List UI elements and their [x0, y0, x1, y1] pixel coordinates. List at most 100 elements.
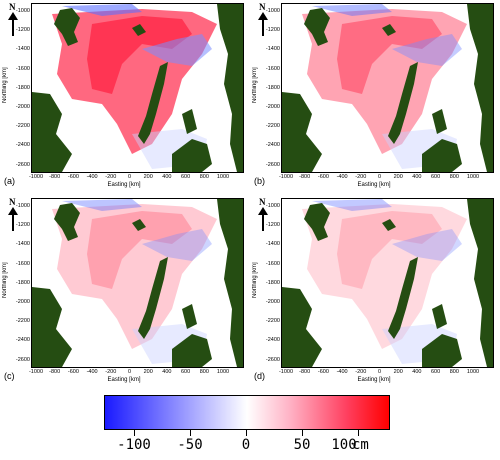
x-tick-label: -1000	[28, 174, 44, 180]
y-tick-label: -1800	[15, 84, 30, 91]
colorbar-tick	[302, 430, 303, 436]
y-tick-label: -1400	[265, 46, 280, 53]
north-arrow: N	[6, 197, 20, 233]
north-label: N	[9, 197, 16, 207]
y-tick-label: -2600	[15, 161, 30, 168]
map-panel: N Northing [km] -1000 -1200 -1400 -1600 -1800…	[0, 0, 248, 190]
y-tick-label: -2600	[265, 356, 280, 363]
map-canvas	[32, 4, 243, 172]
x-tick-label: 400	[412, 369, 422, 375]
x-tick-label: -600	[67, 174, 79, 180]
y-tick-label: -1400	[265, 241, 280, 248]
land-greenland-east	[217, 4, 243, 172]
x-tick-label: -1000	[278, 174, 294, 180]
land-scandinavia	[282, 92, 322, 172]
land-scandinavia	[32, 92, 72, 172]
y-tick-label: -2400	[15, 337, 30, 344]
x-tick-label: -800	[299, 174, 311, 180]
x-tick-label: 600	[181, 174, 191, 180]
x-tick-label: 200	[143, 174, 153, 180]
colorbar-tick	[190, 430, 191, 436]
y-tick-label: -1600	[15, 260, 30, 267]
x-tick-label: 1000	[466, 174, 480, 180]
colorbar-tick	[134, 430, 135, 436]
north-label: N	[259, 2, 266, 12]
north-arrow-icon	[8, 12, 18, 36]
north-arrow-icon	[258, 12, 268, 36]
x-tick-label: 600	[431, 369, 441, 375]
x-tick-label: 600	[181, 369, 191, 375]
x-tick-label: 200	[393, 369, 403, 375]
panel-label: (c)	[4, 371, 15, 381]
anomaly-negative-top	[62, 199, 142, 211]
anomaly-negative-top	[312, 199, 392, 211]
y-tick-label: -1600	[265, 65, 280, 72]
x-tick-label: -600	[67, 369, 79, 375]
anomaly-positive-core	[337, 16, 442, 94]
x-tick-label: -200	[105, 174, 117, 180]
x-tick-label: 0	[127, 369, 132, 375]
y-tick-label: -1200	[265, 27, 280, 34]
land-franz-josef	[382, 24, 396, 36]
y-tick-label: -1600	[15, 65, 30, 72]
anomaly-negative-region	[142, 34, 212, 66]
x-axis-label: Easting [km]	[357, 182, 391, 188]
x-tick-label: 0	[127, 174, 132, 180]
anomaly-positive-region	[302, 204, 467, 349]
colorbar-tick-label: -50	[177, 437, 203, 453]
land-greenland-east	[467, 199, 493, 367]
north-arrow-icon	[258, 207, 268, 231]
north-arrow: N	[256, 2, 270, 38]
x-tick-label: -200	[355, 369, 367, 375]
y-tick-label: -1200	[15, 27, 30, 34]
anomaly-positive-core	[87, 211, 192, 289]
x-tick-label: 400	[412, 174, 422, 180]
map-canvas	[32, 199, 243, 367]
land-novaya-zemlya	[388, 257, 418, 339]
y-tick-label: -2000	[15, 299, 30, 305]
colorbar-tick-label: 0	[241, 437, 251, 453]
north-arrow: N	[6, 2, 20, 38]
x-tick-label: 200	[393, 174, 403, 180]
x-tick-label: -200	[105, 369, 117, 375]
x-tick-label: 400	[162, 369, 172, 375]
land-greenland-east	[467, 4, 493, 172]
y-tick-label: -2000	[265, 104, 280, 110]
x-tick-label: -400	[86, 369, 98, 375]
y-tick-label: -2200	[265, 123, 280, 130]
colorbar-tick-label: -100	[117, 437, 151, 453]
y-tick-label: -2000	[15, 104, 30, 110]
x-tick-label: -200	[355, 174, 367, 180]
anomaly-negative-top	[62, 4, 142, 16]
map-frame	[31, 3, 244, 173]
x-tick-label: 800	[449, 174, 459, 180]
land-novaya-zemlya	[138, 62, 168, 144]
x-tick-label: 800	[199, 369, 209, 375]
y-tick-label: -1000	[265, 203, 280, 209]
x-tick-label: 1000	[216, 369, 230, 375]
panel-label: (d)	[254, 371, 265, 381]
x-tick-label: 800	[449, 369, 459, 375]
north-label: N	[259, 197, 266, 207]
land-svalbard	[304, 8, 330, 46]
y-axis-label: Northing [km]	[252, 262, 258, 298]
y-tick-label: -1000	[15, 8, 30, 14]
colorbar-unit: cm	[352, 437, 369, 453]
y-tick-label: -1800	[265, 279, 280, 286]
x-axis-label: Easting [km]	[107, 377, 141, 383]
x-tick-label: 0	[377, 174, 382, 180]
map-panel: N Northing [km] -1000 -1200 -1400 -1600 -1800…	[250, 0, 498, 190]
land-severnaya	[432, 304, 447, 329]
x-tick-label: 400	[162, 174, 172, 180]
x-tick-label: -800	[299, 369, 311, 375]
y-tick-label: -2400	[265, 337, 280, 344]
y-tick-label: -1400	[15, 46, 30, 53]
north-arrow: N	[256, 197, 270, 233]
y-tick-label: -2400	[15, 142, 30, 149]
y-tick-label: -1400	[15, 241, 30, 248]
x-axis-label: Easting [km]	[107, 182, 141, 188]
land-franz-josef	[132, 24, 146, 36]
anomaly-positive-region	[302, 9, 467, 154]
colorbar-gradient	[104, 395, 390, 430]
y-tick-label: -2000	[265, 299, 280, 305]
